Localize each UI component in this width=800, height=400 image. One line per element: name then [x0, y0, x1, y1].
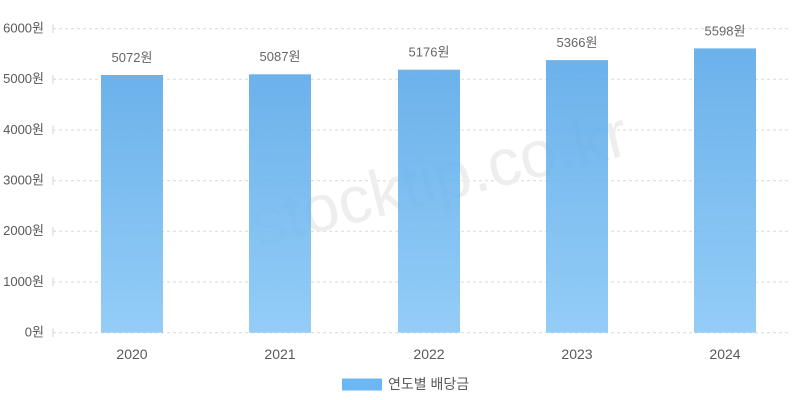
svg-text:5366원: 5366원	[557, 35, 598, 50]
svg-text:5072원: 5072원	[112, 50, 153, 65]
svg-text:5087원: 5087원	[260, 49, 301, 64]
svg-text:4000원: 4000원	[3, 122, 44, 137]
svg-text:2021: 2021	[264, 346, 295, 362]
svg-text:5000원: 5000원	[3, 71, 44, 86]
svg-text:2022: 2022	[413, 346, 444, 362]
svg-text:2000원: 2000원	[3, 223, 44, 238]
svg-text:0원: 0원	[25, 325, 44, 340]
svg-text:5176원: 5176원	[409, 45, 450, 60]
svg-text:6000원: 6000원	[3, 21, 44, 36]
svg-text:2020: 2020	[116, 346, 147, 362]
svg-text:5598원: 5598원	[705, 23, 746, 38]
svg-text:연도별 배당금: 연도별 배당금	[388, 376, 469, 392]
svg-text:2023: 2023	[561, 346, 592, 362]
svg-text:3000원: 3000원	[3, 173, 44, 188]
svg-text:1000원: 1000원	[3, 274, 44, 289]
svg-text:2024: 2024	[709, 346, 740, 362]
